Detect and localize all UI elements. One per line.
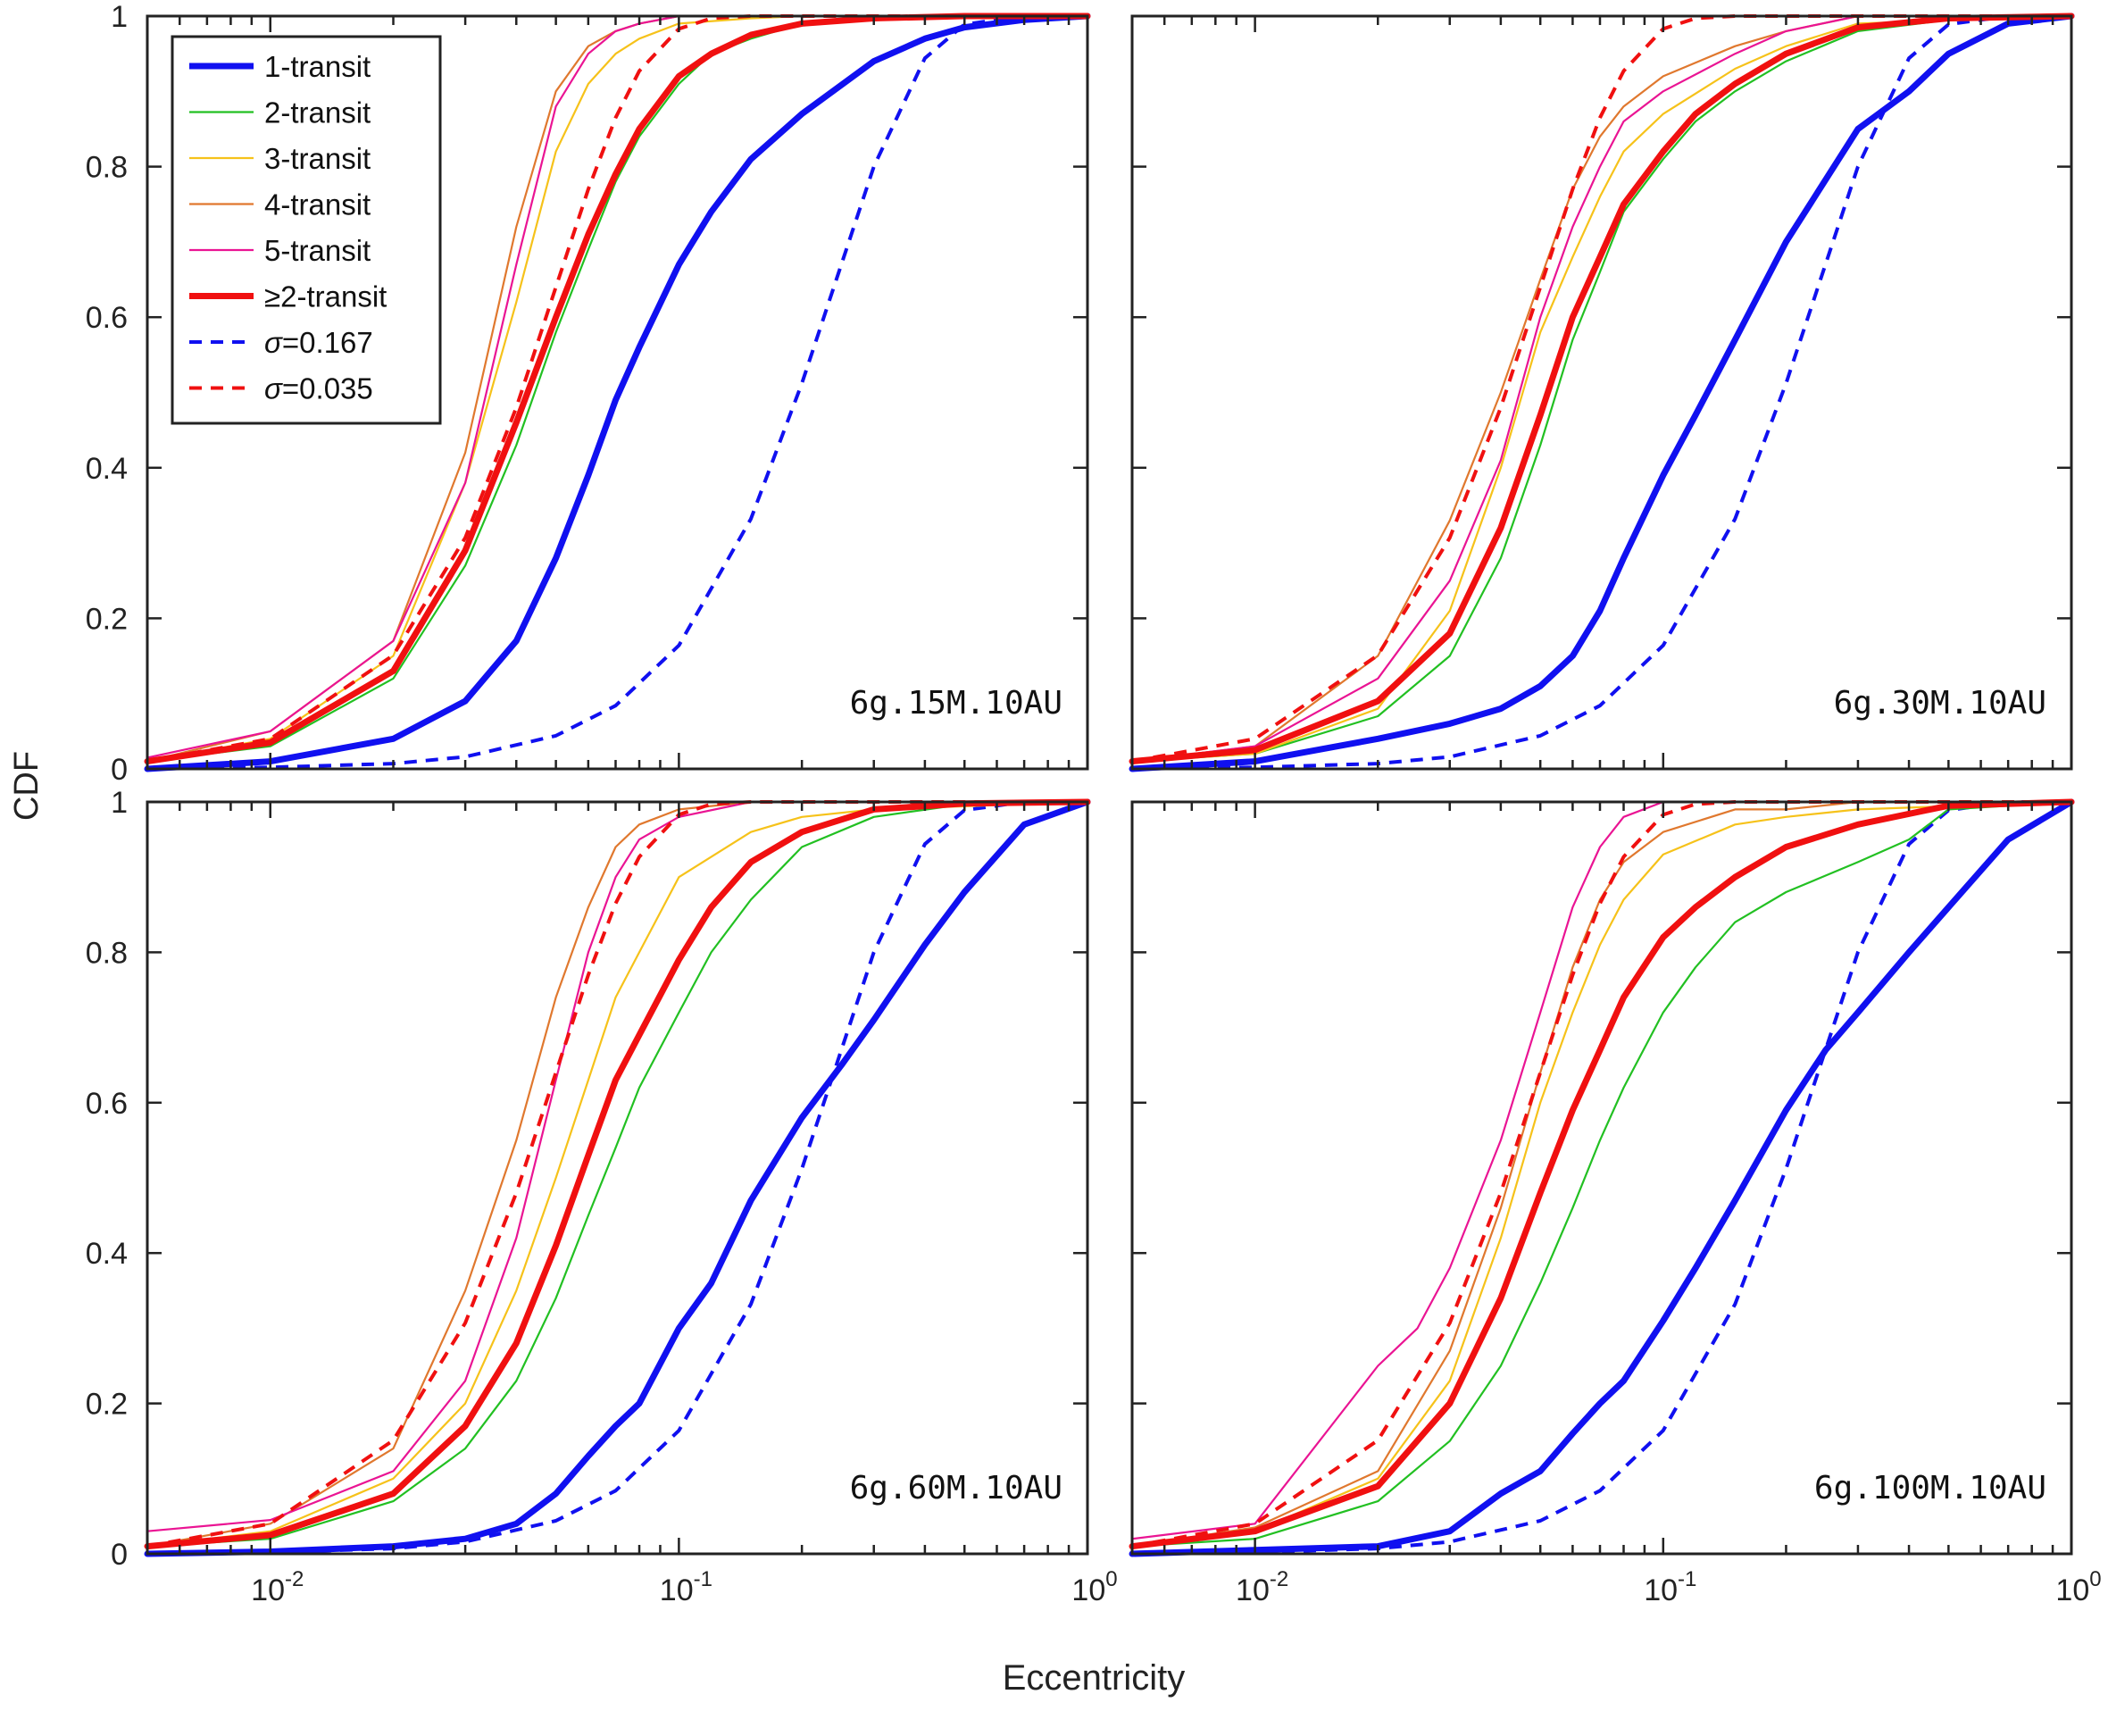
- series-line-sigma-0167: [1131, 800, 2071, 1556]
- panel-frame: [1130, 800, 2073, 1556]
- legend-label: σ=0.035: [264, 372, 373, 405]
- series-line-ge-2-transit: [1129, 798, 2075, 1550]
- legend: 1-transit 2-transit 3-transit 4-transit …: [171, 35, 442, 425]
- legend-item-sigma-0035: σ=0.035: [189, 372, 373, 405]
- x-axis-title: Eccentricity: [1003, 1658, 1186, 1698]
- series-line-2-transit: [1130, 800, 2073, 1548]
- x-tick-label: 10-1: [1644, 1567, 1696, 1607]
- x-tick-label: 100: [1071, 1567, 1117, 1607]
- series-line-sigma-0167: [1131, 14, 2071, 771]
- series-line-sigma-0035: [146, 800, 1087, 1548]
- series-line-sigma-0035: [146, 14, 1087, 764]
- series-line-1-transit: [1129, 13, 2075, 772]
- legend-label: 1-transit: [264, 50, 371, 83]
- panel-top-right: 6g.30M.10AU: [1129, 13, 2075, 772]
- legend-label: 4-transit: [264, 188, 371, 221]
- y-tick-label: 0.4: [86, 1237, 128, 1271]
- legend-box: [171, 35, 442, 425]
- legend-label: 5-transit: [264, 234, 371, 267]
- series-line-5-transit: [1130, 14, 2073, 763]
- y-tick-label: 0.6: [86, 1087, 128, 1121]
- series-line-4-transit: [1130, 14, 2073, 763]
- panel-top-left: 6g.15M.10AU: [144, 13, 1091, 772]
- x-tick-label: 10-2: [251, 1567, 304, 1607]
- y-axis-title: CDF: [8, 751, 46, 821]
- panel-title: 6g.15M.10AU: [850, 685, 1062, 722]
- series-line-ge-2-transit: [144, 13, 1091, 765]
- panel-frame: [146, 14, 1089, 771]
- y-tick-label: 1: [111, 0, 128, 34]
- legend-label: 3-transit: [264, 142, 371, 175]
- panel-title: 6g.60M.10AU: [850, 1470, 1062, 1506]
- legend-item-1-transit: 1-transit: [189, 50, 371, 83]
- y-tick-label: 0.2: [86, 602, 128, 636]
- legend-item-sigma-0167: σ=0.167: [189, 326, 373, 359]
- legend-item-ge-2-transit: ≥2-transit: [189, 280, 387, 313]
- x-tick-labels: 10-2 10-1 100 10-2 10-1 100: [251, 1567, 2101, 1607]
- series-line-1-transit: [144, 13, 1091, 772]
- y-tick-labels: 0 0.2 0.4 0.6 0.8 1 0 0.2 0.4 0.6 0.8 1: [86, 0, 128, 1572]
- legend-label: σ=0.167: [264, 326, 373, 359]
- series-line-5-transit: [146, 800, 1089, 1532]
- x-tick-label: 100: [2055, 1567, 2101, 1607]
- series-line-4-transit: [1130, 800, 2073, 1548]
- legend-label: 2-transit: [264, 96, 371, 129]
- series-line-1-transit: [1129, 798, 2075, 1557]
- y-tick-label: 0.6: [86, 301, 128, 335]
- series-line-sigma-0035: [1131, 800, 2071, 1548]
- x-tick-label: 10-2: [1236, 1567, 1288, 1607]
- y-tick-label: 0.2: [86, 1388, 128, 1422]
- y-tick-label: 0.8: [86, 936, 128, 970]
- legend-item-5-transit: 5-transit: [189, 234, 371, 267]
- panel-title: 6g.30M.10AU: [1834, 685, 2046, 722]
- panel-frame: [1130, 14, 2073, 771]
- x-tick-label: 10-1: [660, 1567, 712, 1607]
- panel-bottom-right: 6g.100M.10AU: [1129, 798, 2075, 1557]
- y-tick-label: 1: [111, 786, 128, 820]
- series-line-sigma-0035: [1131, 14, 2071, 764]
- y-tick-label: 0: [111, 753, 128, 787]
- panel-bottom-left: 6g.60M.10AU: [144, 798, 1091, 1557]
- panel-title: 6g.100M.10AU: [1814, 1470, 2046, 1506]
- legend-item-3-transit: 3-transit: [189, 142, 371, 175]
- series-line-2-transit: [146, 800, 1089, 1548]
- legend-item-4-transit: 4-transit: [189, 188, 371, 221]
- series-line-3-transit: [1130, 800, 2073, 1548]
- series-line-4-transit: [146, 800, 1089, 1548]
- y-tick-label: 0.4: [86, 452, 128, 486]
- series-line-ge-2-transit: [144, 798, 1091, 1550]
- legend-label: ≥2-transit: [264, 280, 387, 313]
- series-line-3-transit: [146, 800, 1089, 1548]
- legend-item-2-transit: 2-transit: [189, 96, 371, 129]
- series-line-ge-2-transit: [1129, 13, 2075, 765]
- series-line-2-transit: [1130, 14, 2073, 763]
- series-line-1-transit: [144, 798, 1091, 1557]
- y-tick-label: 0.8: [86, 151, 128, 185]
- panel-frame: [146, 800, 1089, 1556]
- y-tick-label: 0: [111, 1538, 128, 1572]
